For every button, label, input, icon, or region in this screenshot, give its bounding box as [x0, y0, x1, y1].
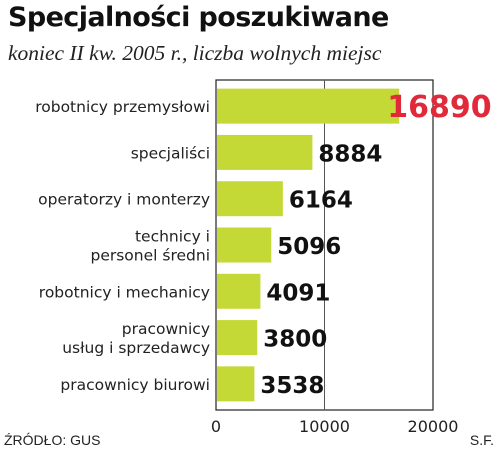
category-label: pracownicy biurowi [60, 376, 210, 394]
x-tick-label: 20000 [408, 417, 459, 436]
category-label: specjaliści [131, 144, 210, 162]
bar [217, 181, 283, 217]
bar [217, 366, 255, 402]
category-label: robotnicy i mechanicy [39, 283, 210, 301]
bar-value-label: 6164 [289, 188, 353, 214]
author-initials: S.F. [469, 432, 494, 448]
category-label: personel średni [90, 247, 210, 265]
bar-value-label: 3800 [263, 327, 327, 353]
x-tick-label: 10000 [299, 417, 350, 436]
bar [217, 88, 400, 124]
category-label: robotnicy przemysłowi [35, 98, 210, 116]
chart-title: Specjalności poszukiwane [8, 2, 389, 33]
bar-value-label: 4091 [266, 280, 330, 306]
category-label: operatorzy i monterzy [38, 191, 210, 209]
bar [217, 227, 272, 263]
chart-subtitle: koniec II kw. 2005 r., liczba wolnych mi… [8, 41, 382, 65]
category-label: usług i sprzedawcy [62, 339, 210, 357]
bar [217, 273, 261, 309]
bar [217, 134, 313, 170]
bar [217, 320, 258, 356]
x-tick-label: 0 [211, 417, 221, 436]
bar-value-label: 8884 [318, 141, 382, 167]
source-note: ŹRÓDŁO: GUS [4, 432, 101, 448]
category-label: pracownicy [122, 320, 210, 338]
bar-value-label: 5096 [277, 234, 341, 260]
bar-value-label: 3538 [260, 373, 324, 399]
bar-value-label: 16890 [387, 90, 491, 125]
category-label: technicy i [135, 228, 210, 246]
